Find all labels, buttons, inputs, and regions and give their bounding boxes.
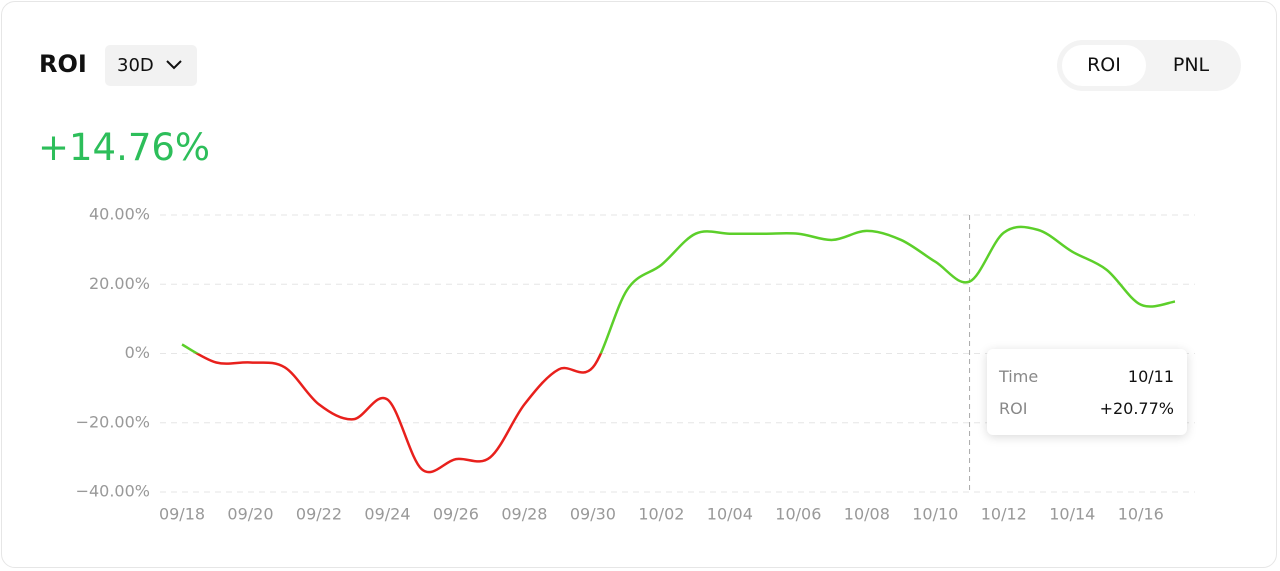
x-tick-label: 09/26 — [433, 505, 479, 524]
title: ROI — [39, 50, 87, 78]
x-tick-label: 10/04 — [707, 505, 753, 524]
chevron — [166, 60, 182, 70]
tab-pnl[interactable]: PNL — [1172, 54, 1210, 76]
period-label: 30D — [117, 55, 154, 76]
x-tick-label: 10/08 — [844, 505, 890, 524]
x-tick-label: 09/18 — [159, 505, 205, 524]
x-tick-label: 10/14 — [1049, 505, 1095, 524]
y-tick-label: 40.00% — [89, 205, 150, 224]
x-tick-label: 10/06 — [775, 505, 821, 524]
x-tick-label: 10/16 — [1118, 505, 1164, 524]
x-tick-label: 09/28 — [501, 505, 547, 524]
tooltip-time-label: Time — [999, 367, 1039, 386]
tooltip-time: 10/11 — [1127, 367, 1174, 386]
tooltip-value: +20.77% — [1099, 399, 1174, 418]
x-tick-label: 10/10 — [912, 505, 958, 524]
tab-roi[interactable]: ROI — [1062, 45, 1146, 86]
x-tick-label: 09/20 — [227, 505, 273, 524]
x-tick-label: 10/02 — [638, 505, 684, 524]
tab-toggle: ROI PNL — [1057, 40, 1241, 91]
tooltip: Time 10/11 ROI +20.77% — [987, 349, 1187, 435]
x-tick-label: 09/30 — [570, 505, 616, 524]
roi-line — [181, 225, 1176, 474]
y-tick-label: 20.00% — [89, 274, 150, 293]
y-tick-label: −20.00% — [76, 412, 150, 431]
tooltip-value-label: ROI — [999, 399, 1028, 418]
x-tick-label: 10/12 — [981, 505, 1027, 524]
y-tick-label: 0% — [125, 343, 150, 362]
x-tick-label: 09/24 — [364, 505, 410, 524]
x-tick-label: 09/22 — [296, 505, 342, 524]
roi-value: +14.76% — [38, 126, 211, 169]
period-dropdown[interactable]: 30D — [105, 45, 197, 86]
y-tick-label: −40.00% — [76, 482, 150, 501]
